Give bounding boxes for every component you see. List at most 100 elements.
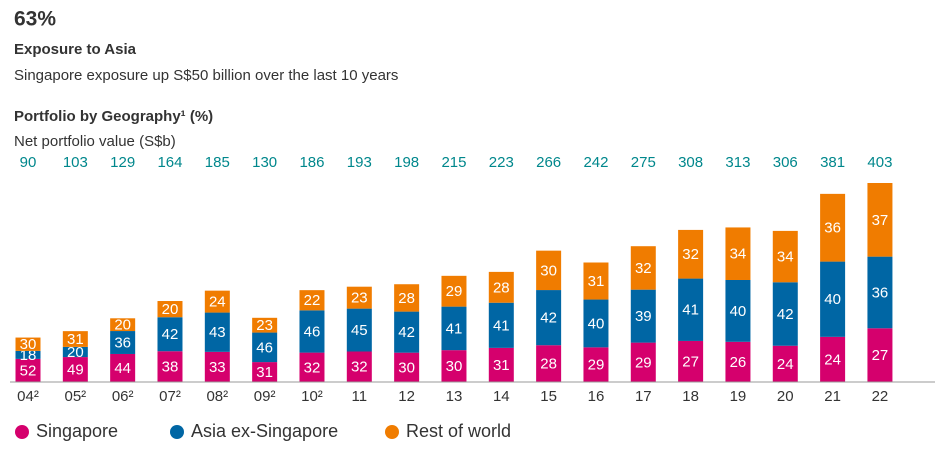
value-label: 41 (493, 317, 510, 334)
x-tick-label: 21 (824, 388, 841, 405)
bar-segment (583, 347, 609, 382)
value-label: 29 (635, 354, 652, 371)
bar-segment (630, 246, 656, 290)
value-label: 27 (872, 347, 889, 364)
bar-segment (820, 261, 846, 337)
value-label: 41 (682, 302, 699, 319)
value-label: 31 (493, 357, 510, 374)
bar-segment (62, 331, 88, 347)
bar-segment (157, 351, 183, 382)
bar-segment (725, 227, 751, 280)
total-label: 266 (536, 154, 561, 171)
bar-segment (204, 290, 230, 313)
value-label: 40 (588, 315, 605, 332)
x-tick-label: 09² (254, 388, 276, 405)
x-tick-label: 22 (872, 388, 889, 405)
total-label: 313 (725, 154, 750, 171)
x-tick-label: 15 (540, 388, 557, 405)
total-label: 103 (63, 154, 88, 171)
value-label: 38 (162, 359, 179, 376)
x-tick-label: 13 (446, 388, 463, 405)
bar-segment (110, 331, 136, 354)
bar-segment (299, 290, 325, 311)
bar-segment (867, 183, 893, 257)
bar-segment (536, 290, 562, 346)
value-label: 23 (351, 290, 368, 307)
bar-segment (157, 317, 183, 352)
value-label: 30 (398, 359, 415, 376)
bar-segment (772, 345, 798, 382)
value-label: 52 (20, 362, 37, 379)
value-label: 24 (824, 351, 841, 368)
bar-segment (725, 341, 751, 382)
value-label: 34 (777, 249, 794, 266)
total-label: 90 (20, 154, 37, 171)
total-label: 403 (867, 154, 892, 171)
bar-segment (15, 337, 41, 351)
bar-segment (15, 358, 41, 382)
value-label: 32 (351, 359, 368, 376)
bar-segment (299, 310, 325, 353)
bar-segment (394, 284, 420, 312)
value-label: 31 (67, 331, 84, 348)
total-label: 130 (252, 154, 277, 171)
bar-segment (772, 282, 798, 346)
bar-segment (441, 275, 467, 307)
total-label: 193 (347, 154, 372, 171)
legend-label: Rest of world (406, 421, 511, 441)
total-label: 164 (157, 154, 182, 171)
value-label: 28 (493, 279, 510, 296)
bar-segment (583, 299, 609, 348)
value-label: 28 (540, 356, 557, 373)
bar-segment (678, 229, 704, 279)
value-label: 31 (588, 273, 605, 290)
value-label: 45 (351, 322, 368, 339)
value-label: 36 (872, 284, 889, 301)
bar-segment (678, 340, 704, 382)
total-label: 381 (820, 154, 845, 171)
bar-segment (252, 362, 278, 382)
value-label: 23 (256, 317, 273, 334)
value-label: 18 (20, 347, 37, 364)
x-tick-label: 18 (682, 388, 699, 405)
value-label: 40 (824, 291, 841, 308)
total-label: 242 (583, 154, 608, 171)
x-tick-label: 20 (777, 388, 794, 405)
bar-segment (867, 328, 893, 382)
value-label: 31 (256, 364, 273, 381)
x-tick-label: 19 (730, 388, 747, 405)
legend-marker (15, 425, 29, 439)
bar-segment (252, 317, 278, 333)
value-label: 22 (304, 292, 321, 309)
bar-segment (441, 306, 467, 351)
bar-segment (867, 256, 893, 329)
value-label: 20 (67, 344, 84, 361)
value-label: 37 (872, 212, 889, 229)
value-label: 42 (162, 326, 179, 343)
total-label: 185 (205, 154, 230, 171)
value-label: 29 (588, 357, 605, 374)
bar-segment (488, 271, 514, 303)
x-tick-label: 14 (493, 388, 510, 405)
total-label: 215 (441, 154, 466, 171)
value-label: 40 (730, 303, 747, 320)
value-label: 49 (67, 362, 84, 379)
bar-segment (62, 346, 88, 358)
value-label: 24 (209, 294, 226, 311)
bar-segment (583, 262, 609, 300)
bar-segment (299, 352, 325, 382)
x-tick-label: 11 (352, 388, 368, 405)
bar-segment (820, 336, 846, 382)
value-label: 28 (398, 290, 415, 307)
value-label: 36 (824, 220, 841, 237)
legend-label: Asia ex-Singapore (191, 421, 338, 441)
value-label: 32 (635, 260, 652, 277)
x-tick-label: 12 (398, 388, 415, 405)
bar-segment (772, 230, 798, 283)
value-label: 26 (730, 354, 747, 371)
bar-segment (488, 347, 514, 382)
bar-segment (488, 302, 514, 348)
total-label: 275 (631, 154, 656, 171)
bar-segment (110, 318, 136, 332)
bar-segment (62, 357, 88, 382)
